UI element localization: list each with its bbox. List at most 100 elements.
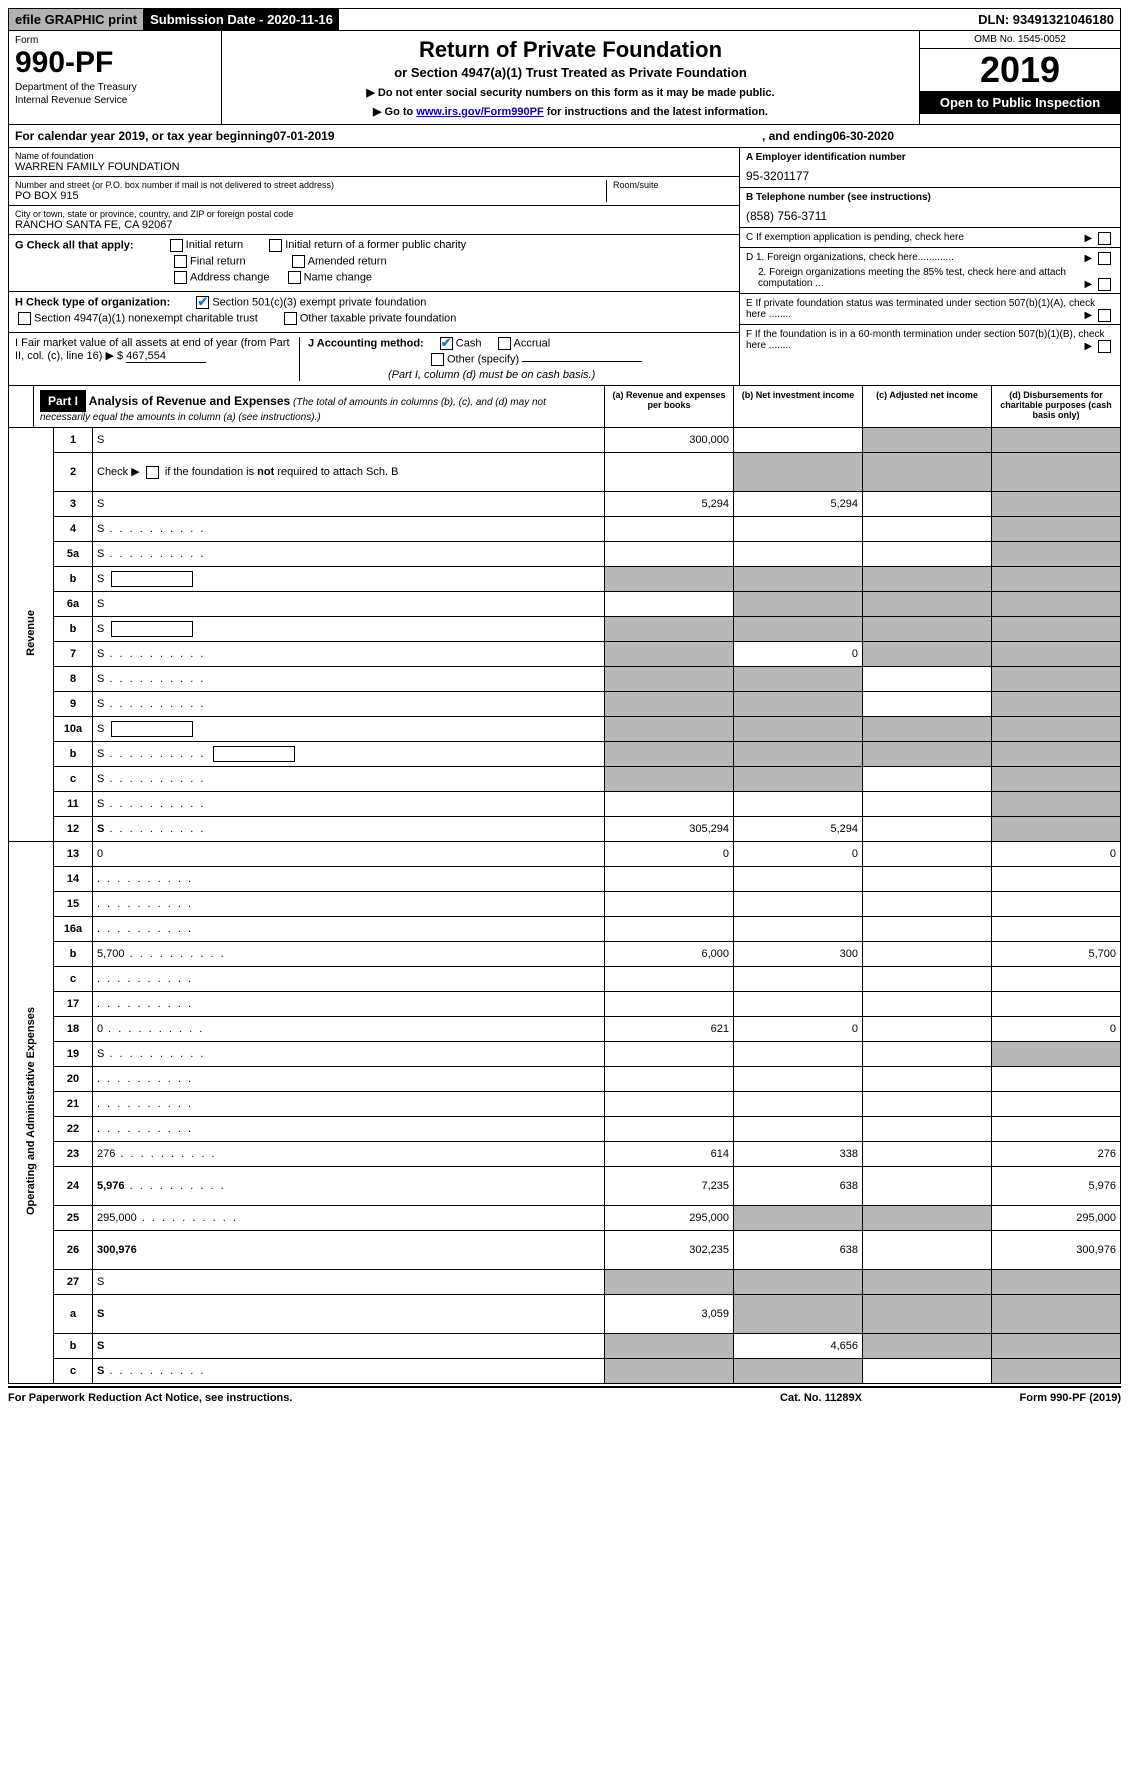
g-label: G Check all that apply: [15,239,134,251]
value-cell [734,1295,863,1334]
j-other: Other (specify) [447,353,519,365]
value-cell [992,1117,1121,1142]
value-cell [734,867,863,892]
value-cell [863,1142,992,1167]
form-number: 990-PF [15,46,215,80]
line-number: b [54,942,93,967]
value-cell [863,1117,992,1142]
table-row: 11S [9,792,1121,817]
value-cell [863,1334,992,1359]
e-box: E If private foundation status was termi… [740,294,1120,325]
g-opt-3: Amended return [308,255,387,267]
d2-checkbox[interactable] [1098,278,1111,291]
value-cell: 3,059 [605,1295,734,1334]
value-cell: 0 [992,1017,1121,1042]
value-cell [734,428,863,453]
cash-checkbox[interactable] [440,337,453,350]
efile-print-button[interactable]: efile GRAPHIC print [9,9,144,30]
final-return-checkbox[interactable] [174,255,187,268]
form-link[interactable]: www.irs.gov/Form990PF [416,106,543,118]
value-cell: 4,656 [734,1334,863,1359]
line-number: 10a [54,717,93,742]
value-cell [992,892,1121,917]
line-number: b [54,567,93,592]
identification-block: Name of foundation WARREN FAMILY FOUNDAT… [8,148,1121,386]
g-opt-5: Name change [304,271,373,283]
value-cell [992,967,1121,992]
phone-box: B Telephone number (see instructions) (8… [740,188,1120,228]
line-description: 0 [93,1017,605,1042]
g-opts-row3: Address change Name change [171,271,733,284]
line-description [93,892,605,917]
f-checkbox[interactable] [1098,340,1111,353]
j-cash: Cash [456,337,482,349]
line-number: 17 [54,992,93,1017]
c-checkbox[interactable] [1098,232,1111,245]
line-description: S [93,817,605,842]
value-cell [863,742,992,767]
initial-return-checkbox[interactable] [170,239,183,252]
value-cell [863,1270,992,1295]
header-right: OMB No. 1545-0052 2019 Open to Public In… [919,31,1120,124]
other-specify-field[interactable] [522,361,642,362]
street-address: PO BOX 915 [15,190,606,202]
line-description: S [93,792,605,817]
table-row: Revenue1S300,000 [9,428,1121,453]
table-row: 3S5,2945,294 [9,492,1121,517]
address-change-checkbox[interactable] [174,271,187,284]
value-cell [605,453,734,492]
d2-row: 2. Foreign organizations meeting the 85%… [746,267,1114,289]
initial-former-checkbox[interactable] [269,239,282,252]
inline-amount-field[interactable] [111,721,193,737]
table-row: 17 [9,992,1121,1017]
501c3-checkbox[interactable] [196,296,209,309]
j-note: (Part I, column (d) must be on cash basi… [388,369,733,381]
f-box: F If the foundation is in a 60-month ter… [740,325,1120,355]
e-checkbox[interactable] [1098,309,1111,322]
inline-amount-field[interactable] [213,746,295,762]
value-cell [863,942,992,967]
table-row: 245,9767,2356385,976 [9,1167,1121,1206]
line-description: 5,976 [93,1167,605,1206]
value-cell [605,692,734,717]
accrual-checkbox[interactable] [498,337,511,350]
h-opt-3: Other taxable private foundation [300,312,457,324]
sch-b-checkbox[interactable] [146,466,159,479]
value-cell: 0 [734,642,863,667]
city-cell: City or town, state or province, country… [9,206,739,235]
d1-checkbox[interactable] [1098,252,1111,265]
value-cell: 5,976 [992,1167,1121,1206]
g-opt-0: Initial return [186,239,243,251]
addr-label: Number and street (or P.O. box number if… [15,180,606,190]
table-row: 15 [9,892,1121,917]
city-state-zip: RANCHO SANTA FE, CA 92067 [15,219,733,231]
h-row2: Section 4947(a)(1) nonexempt charitable … [15,312,733,325]
4947-checkbox[interactable] [18,312,31,325]
value-cell: 638 [734,1167,863,1206]
amended-return-checkbox[interactable] [292,255,305,268]
h-label: H Check type of organization: [15,296,170,308]
line-description [93,1092,605,1117]
other-taxable-checkbox[interactable] [284,312,297,325]
instruction-2: ▶ Go to www.irs.gov/Form990PF for instru… [228,105,913,118]
other-method-checkbox[interactable] [431,353,444,366]
inline-amount-field[interactable] [111,621,193,637]
line-number: b [54,742,93,767]
line-description: S [93,742,605,767]
g-opt-1: Initial return of a former public charit… [285,239,466,251]
form-subtitle: or Section 4947(a)(1) Trust Treated as P… [228,65,913,80]
top-bar: efile GRAPHIC print Submission Date - 20… [8,8,1121,31]
value-cell [863,1206,992,1231]
table-row: 6aS [9,592,1121,617]
name-change-checkbox[interactable] [288,271,301,284]
line-description: S [93,1359,605,1384]
inline-amount-field[interactable] [111,571,193,587]
table-row: bS4,656 [9,1334,1121,1359]
table-row: 2Check ▶ if the foundation is not requir… [9,453,1121,492]
a-label: A Employer identification number [746,152,906,163]
line-number: 7 [54,642,93,667]
value-cell [863,692,992,717]
value-cell [863,453,992,492]
j-label: J Accounting method: [308,337,424,349]
table-row: 23276614338276 [9,1142,1121,1167]
